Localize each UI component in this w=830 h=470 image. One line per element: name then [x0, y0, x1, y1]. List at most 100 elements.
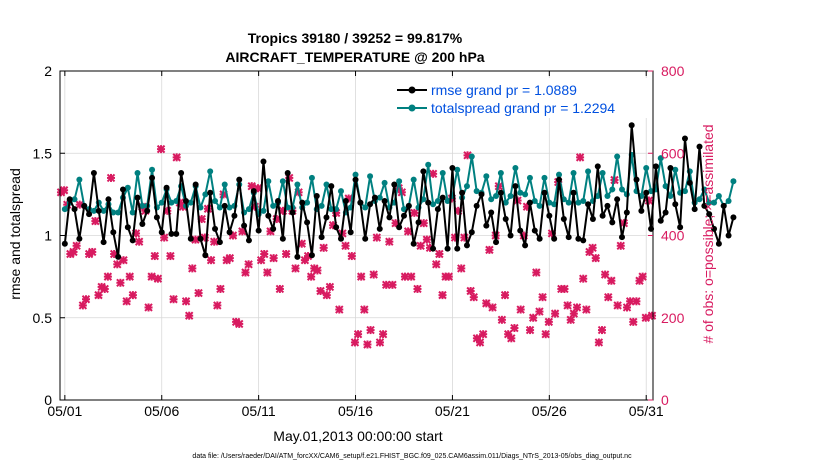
rmse-point	[725, 232, 732, 239]
totalspread-point	[531, 197, 538, 204]
obs-count-marker	[100, 284, 109, 294]
obs-count-marker	[525, 325, 535, 335]
totalspread-point	[318, 202, 325, 209]
rmse-point	[81, 202, 88, 209]
obs-count-marker	[629, 317, 638, 327]
legend-box	[392, 78, 648, 118]
obs-count-marker	[560, 284, 569, 294]
rmse-point	[308, 252, 315, 259]
rmse-point	[342, 197, 349, 204]
obs-count-marker	[444, 272, 453, 281]
totalspread-point	[124, 184, 131, 191]
obs-count-marker	[322, 290, 331, 300]
totalspread-point	[110, 209, 117, 216]
totalspread-point	[507, 193, 514, 200]
obs-count-marker	[469, 292, 478, 302]
rmse-point	[691, 206, 698, 213]
rmse-point	[667, 165, 674, 172]
rmse-point	[609, 219, 616, 226]
rmse-point	[134, 194, 141, 201]
totalspread-point	[614, 153, 621, 160]
obs-count-marker	[325, 282, 335, 292]
rmse-point	[260, 158, 267, 165]
obs-count-marker	[579, 274, 588, 283]
rmse-point	[149, 174, 156, 181]
totalspread-point	[522, 191, 529, 198]
totalspread-point	[352, 171, 359, 178]
obs-count-marker	[263, 268, 272, 277]
obs-count-series	[56, 144, 657, 349]
totalspread-point	[304, 199, 311, 206]
y-right-tick-label: 600	[661, 145, 685, 161]
obs-count-marker	[275, 284, 285, 294]
chart-subtitle: AIRCRAFT_TEMPERATURE @ 200 hPa	[225, 49, 484, 65]
totalspread-point	[662, 183, 669, 190]
obs-count-marker	[541, 329, 550, 339]
rmse-point	[207, 189, 214, 196]
obs-count-marker	[478, 329, 488, 339]
rmse-point	[129, 237, 136, 244]
totalspread-point	[367, 173, 374, 180]
rmse-series	[61, 122, 737, 260]
rmse-point	[502, 216, 509, 223]
totalspread-point	[715, 193, 722, 200]
totalspread-point	[575, 199, 582, 206]
rmse-point	[226, 229, 233, 236]
obs-count-marker	[632, 297, 641, 306]
obs-count-marker	[600, 270, 610, 279]
rmse-point	[337, 235, 344, 242]
obs-count-marker	[597, 325, 607, 335]
rmse-point	[275, 197, 282, 204]
rmse-point	[371, 194, 378, 201]
rmse-point	[715, 240, 722, 247]
obs-count-marker	[241, 268, 250, 277]
totalspread-point	[667, 193, 674, 200]
totalspread-point	[265, 178, 272, 185]
rmse-point	[618, 234, 625, 241]
obs-count-marker	[291, 264, 300, 273]
rmse-point	[575, 235, 582, 242]
totalspread-point	[396, 178, 403, 185]
rmse-point	[192, 181, 199, 188]
obs-count-marker	[410, 208, 419, 218]
legend: rmse grand pr = 1.0889 totalspread grand…	[392, 78, 648, 118]
obs-count-marker	[316, 286, 325, 296]
rmse-point	[71, 206, 78, 213]
totalspread-point	[134, 169, 141, 176]
totalspread-point	[556, 171, 563, 178]
rmse-point	[221, 202, 228, 209]
obs-count-marker	[616, 241, 625, 250]
totalspread-point	[609, 186, 616, 193]
rmse-point	[265, 212, 272, 219]
obs-count-marker	[210, 237, 219, 246]
totalspread-point	[100, 207, 107, 214]
rmse-point	[255, 227, 262, 234]
obs-count-marker	[106, 173, 116, 183]
rmse-point	[178, 169, 185, 176]
totalspread-point	[197, 204, 204, 211]
totalspread-point	[226, 204, 233, 211]
legend-rmse-label: rmse grand pr = 1.0889	[431, 82, 577, 98]
obs-count-marker	[532, 268, 541, 277]
rmse-point	[182, 197, 189, 204]
obs-count-marker	[94, 290, 103, 300]
totalspread-point	[202, 191, 209, 198]
rmse-point	[352, 176, 359, 183]
totalspread-point	[212, 197, 219, 204]
rmse-point	[420, 168, 427, 175]
obs-count-marker	[413, 284, 422, 294]
y-right-tick-label: 800	[661, 63, 685, 79]
rmse-point	[139, 220, 146, 227]
rmse-point	[560, 216, 567, 223]
totalspread-point	[493, 193, 500, 200]
rmse-point	[110, 229, 117, 236]
totalspread-point	[71, 196, 78, 203]
totalspread-point	[245, 206, 252, 213]
rmse-point	[638, 207, 645, 214]
totalspread-point	[308, 174, 315, 181]
obs-count-marker	[475, 338, 485, 347]
obs-count-marker	[281, 249, 291, 259]
rmse-point	[599, 212, 606, 219]
totalspread-point	[580, 197, 587, 204]
